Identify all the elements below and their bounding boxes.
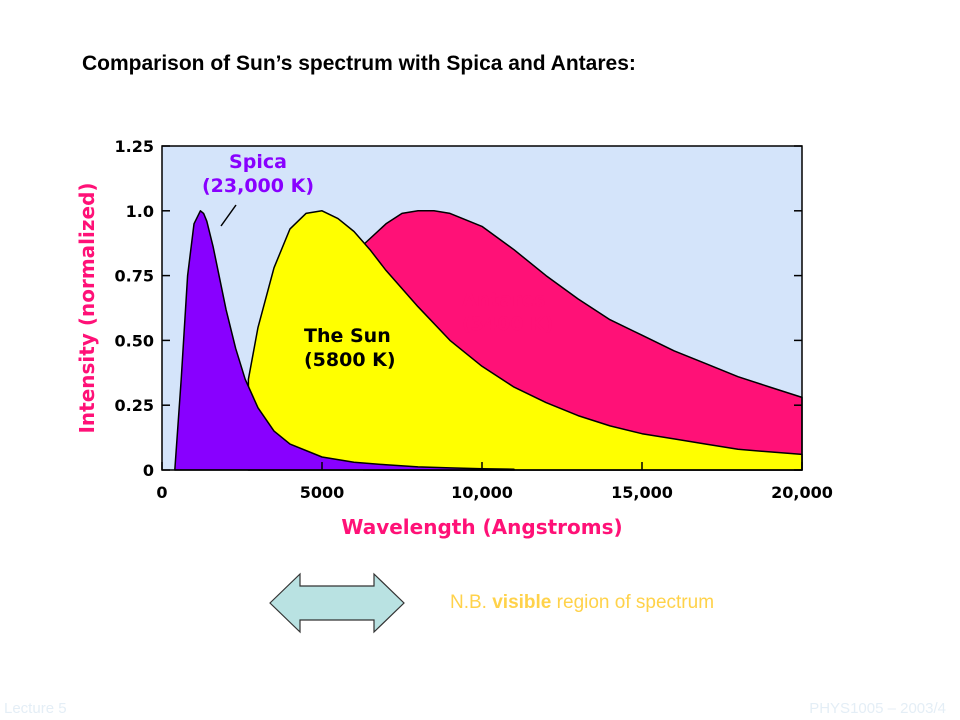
series-label-spica: (23,000 K) [202,175,314,197]
spica-pointer [220,204,237,227]
y-tick-label: 1.25 [115,137,154,156]
series-area-spica [174,210,515,471]
y-tick-label: 0 [143,461,154,480]
footer-lecture: Lecture 5 [4,700,67,717]
slide-title: Comparison of Sun’s spectrum with Spica … [82,52,636,75]
note-prefix: N.B. [450,592,493,613]
y-tick-label: 0.50 [115,331,154,350]
series-area-the-sun [247,210,803,471]
double-arrow-shape [269,572,405,634]
spectrum-chart: 0 0.25 0.50 0.75 1.0 1.25 0 5000 10,000 15,000 20,… [75,137,833,539]
note-suffix: region of spectrum [551,592,715,613]
x-tick-label: 0 [156,483,167,502]
series-label-antares: (3400 K) [462,313,554,335]
note-emphasis: visible [492,592,552,613]
y-tick-label: 0.25 [115,396,154,415]
series-label-antares: Antares [462,289,546,311]
x-tick-label: 15,000 [611,483,673,502]
series-label-spica: Spica [229,151,287,173]
x-tick-label: 20,000 [771,483,833,502]
series-label-the-sun: The Sun [304,325,391,347]
double-arrow-icon [269,572,405,634]
y-tick-label: 0.75 [115,267,154,286]
visible-region-note: N.B. visible region of spectrum [450,592,714,614]
x-axis-label: Wavelength (Angstroms) [341,515,622,539]
x-tick-label: 10,000 [451,483,513,502]
footer-course: PHYS1005 – 2003/4 [809,700,946,717]
x-tick-label: 5000 [300,483,345,502]
y-tick-label: 1.0 [126,202,154,221]
y-axis-label: Intensity (normalized) [75,182,99,433]
series-label-the-sun: (5800 K) [304,349,396,371]
